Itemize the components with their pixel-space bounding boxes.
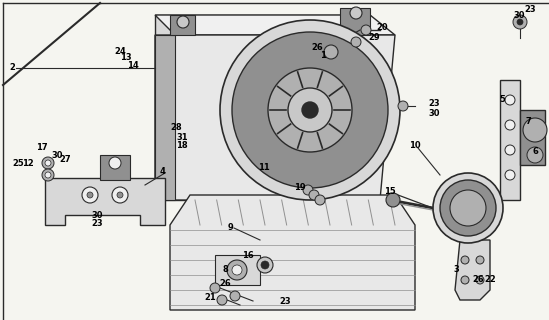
Text: 19: 19 [294,182,306,191]
Circle shape [232,265,242,275]
Circle shape [220,20,400,200]
Circle shape [505,95,515,105]
Circle shape [361,25,371,35]
Text: 18: 18 [176,141,188,150]
Text: 23: 23 [279,298,291,307]
Text: 15: 15 [384,188,396,196]
Circle shape [42,157,54,169]
Text: 1: 1 [320,51,326,60]
Circle shape [450,190,486,226]
Text: 25: 25 [12,158,24,167]
Circle shape [386,193,400,207]
Circle shape [315,195,325,205]
Circle shape [117,192,123,198]
Circle shape [227,260,247,280]
Circle shape [230,291,240,301]
Text: 9: 9 [228,223,234,233]
Circle shape [523,118,547,142]
Polygon shape [45,178,165,225]
Circle shape [45,160,51,166]
Text: 13: 13 [120,53,132,62]
Text: 29: 29 [368,34,380,43]
Circle shape [177,16,189,28]
Circle shape [505,120,515,130]
Text: 17: 17 [36,143,48,153]
Circle shape [303,185,313,195]
Circle shape [505,145,515,155]
Circle shape [232,32,388,188]
Polygon shape [170,15,195,35]
Polygon shape [155,15,370,200]
Text: 24: 24 [114,47,126,57]
Circle shape [288,88,332,132]
Text: 26: 26 [311,43,323,52]
Text: 22: 22 [484,276,496,284]
Text: 7: 7 [525,117,531,126]
Circle shape [309,190,319,200]
Circle shape [82,187,98,203]
Text: 16: 16 [242,251,254,260]
Circle shape [476,256,484,264]
Text: 26: 26 [219,278,231,287]
Polygon shape [155,35,395,200]
Circle shape [461,256,469,264]
Circle shape [527,147,543,163]
Circle shape [45,172,51,178]
Circle shape [261,261,269,269]
Text: 6: 6 [532,148,538,156]
Circle shape [398,101,408,111]
Text: 30: 30 [513,11,525,20]
Polygon shape [318,40,345,90]
Text: 26: 26 [472,276,484,284]
Text: 2: 2 [9,63,15,73]
Circle shape [302,102,318,118]
Text: 23: 23 [428,99,440,108]
Text: 20: 20 [376,23,388,33]
Circle shape [476,276,484,284]
Text: 31: 31 [176,132,188,141]
Text: 23: 23 [524,5,536,14]
Circle shape [112,187,128,203]
Circle shape [505,170,515,180]
Circle shape [513,15,527,29]
Text: 5: 5 [499,95,505,105]
Circle shape [42,169,54,181]
Circle shape [517,19,523,25]
Text: 30: 30 [91,211,103,220]
Text: 3: 3 [453,266,459,275]
Text: 14: 14 [127,60,139,69]
Circle shape [268,68,352,152]
Circle shape [257,257,273,273]
Circle shape [87,192,93,198]
Text: 4: 4 [160,166,166,175]
Circle shape [109,157,121,169]
Text: 11: 11 [258,164,270,172]
Circle shape [324,45,338,59]
Polygon shape [155,15,395,35]
Circle shape [217,295,227,305]
Polygon shape [170,195,415,310]
Polygon shape [340,8,370,35]
Circle shape [433,173,503,243]
Circle shape [461,276,469,284]
Text: 30: 30 [428,108,440,117]
Circle shape [350,7,362,19]
Text: 28: 28 [170,124,182,132]
Text: 12: 12 [22,158,34,167]
Circle shape [210,283,220,293]
Polygon shape [520,110,545,165]
Circle shape [351,37,361,47]
Text: 30: 30 [51,150,63,159]
Text: 21: 21 [204,293,216,302]
Text: 10: 10 [409,140,421,149]
Text: 8: 8 [222,266,228,275]
Polygon shape [100,155,130,180]
Polygon shape [155,35,175,200]
Text: 27: 27 [59,156,71,164]
Text: 23: 23 [91,220,103,228]
Polygon shape [500,80,520,200]
Circle shape [440,180,496,236]
Polygon shape [215,255,260,285]
Polygon shape [455,240,490,300]
